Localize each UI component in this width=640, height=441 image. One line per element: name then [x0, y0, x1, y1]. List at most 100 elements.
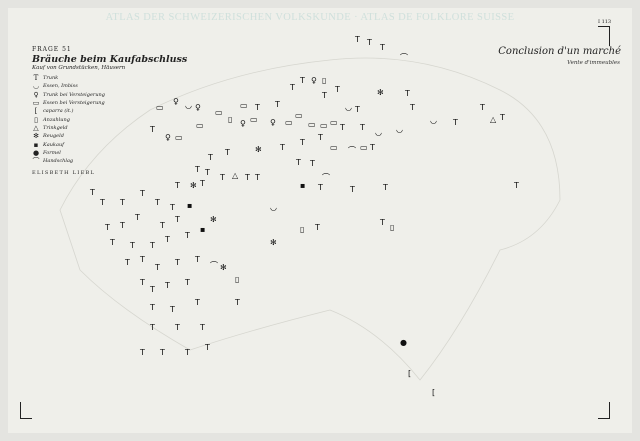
- map-marker-arch-icon: ⌒: [348, 146, 356, 155]
- map-marker-open-rectangle-icon: ▭: [320, 121, 328, 130]
- map-marker-goblet-icon: T: [139, 278, 145, 287]
- map-marker-bowl-icon: ◡: [430, 116, 437, 125]
- map-marker-goblet-icon: T: [199, 323, 205, 332]
- map-marker-open-rectangle-icon: ▭: [156, 103, 164, 112]
- map-marker-goblet-icon: T: [194, 255, 200, 264]
- map-marker-goblet-icon: T: [174, 258, 180, 267]
- map-marker-goblet-icon: T: [159, 348, 165, 357]
- map-marker-open-goblet-icon: ♀: [173, 97, 179, 106]
- map-marker-bracket-icon: [: [408, 369, 411, 378]
- map-marker-open-rectangle-icon: ▭: [196, 121, 204, 130]
- map-marker-goblet-icon: T: [279, 143, 285, 152]
- map-marker-open-rectangle-icon: ▭: [360, 143, 368, 152]
- map-marker-goblet-icon: T: [199, 179, 205, 188]
- map-subtitle-german: Kauf von Grundstücken, Häusern: [32, 65, 126, 71]
- map-marker-goblet-icon: T: [184, 348, 190, 357]
- map-marker-goblet-icon: T: [317, 183, 323, 192]
- map-marker-square-dot-icon: ▪: [200, 225, 205, 234]
- legend-item: ✻ Reugeld: [32, 132, 187, 140]
- country-border: [59, 57, 561, 381]
- map-marker-arch-icon: ⌒: [322, 173, 330, 182]
- map-title-french: Conclusion d'un marché: [498, 46, 621, 57]
- map-marker-open-rectangle-icon: ▭: [215, 108, 223, 117]
- legend-item: ▪ Kaukauf: [32, 140, 187, 149]
- corner-mark: [598, 26, 610, 27]
- map-marker-arch-icon: ⌒: [400, 53, 408, 62]
- map-marker-goblet-icon: T: [299, 138, 305, 147]
- legend-item: ◡ Essen, Imbiss: [32, 82, 187, 90]
- square-dot-icon: ▪: [33, 140, 39, 149]
- asterisk-icon: ✻: [33, 132, 39, 141]
- map-marker-goblet-icon: T: [174, 323, 180, 332]
- map-marker-goblet-icon: T: [321, 91, 327, 100]
- map-marker-goblet-icon: T: [129, 241, 135, 250]
- map-marker-goblet-icon: T: [149, 125, 155, 134]
- map-marker-goblet-icon: T: [513, 181, 519, 190]
- legend-label: Trinkgeld: [43, 124, 68, 131]
- map-marker-goblet-icon: T: [244, 173, 250, 182]
- map-subtitle-french: Vente d'immeubles: [567, 60, 620, 66]
- legend-label: Trunk bei Versteigerung: [43, 91, 105, 98]
- map-marker-goblet-icon: T: [317, 133, 323, 142]
- map-marker-goblet-icon: T: [204, 168, 210, 177]
- map-marker-open-rectangle-icon: ▭: [330, 143, 338, 152]
- map-marker-double-rectangle-icon: ▯: [228, 115, 232, 124]
- double-rectangle-icon: ▯: [34, 115, 38, 124]
- map-marker-asterisk-icon: ✻: [255, 145, 262, 154]
- legend-item: ▯ Anzahlung: [32, 115, 187, 124]
- map-marker-goblet-icon: T: [89, 188, 95, 197]
- map-marker-open-goblet-icon: ♀: [165, 133, 171, 142]
- open-rectangle-icon: ▭: [32, 99, 40, 108]
- map-marker-goblet-icon: T: [409, 103, 415, 112]
- legend-item: ▭ Essen bei Versteigerung: [32, 99, 187, 107]
- legend-item: ⌒ Handschlag: [32, 157, 187, 165]
- map-marker-goblet-icon: T: [289, 83, 295, 92]
- map-marker-goblet-icon: T: [204, 343, 210, 352]
- goblet-icon: T: [33, 74, 39, 83]
- legend-label: Reugeld: [43, 133, 64, 140]
- legend-item: T Trunk: [32, 74, 187, 82]
- map-marker-asterisk-icon: ✻: [270, 238, 277, 247]
- corner-mark: [20, 418, 32, 419]
- map-marker-open-rectangle-icon: ▭: [295, 111, 303, 120]
- map-marker-goblet-icon: T: [382, 183, 388, 192]
- map-marker-goblet-icon: T: [295, 158, 301, 167]
- legend-label: Essen bei Versteigerung: [43, 100, 105, 107]
- corner-mark: [598, 418, 610, 419]
- map-title-german: Bräuche beim Kaufabschluss: [32, 54, 188, 65]
- map-marker-goblet-icon: T: [154, 198, 160, 207]
- map-marker-goblet-icon: T: [124, 258, 130, 267]
- legend-label: Kaukauf: [43, 141, 65, 148]
- map-marker-goblet-icon: T: [219, 173, 225, 182]
- map-marker-bowl-icon: ◡: [270, 203, 277, 212]
- map-marker-goblet-icon: T: [149, 323, 155, 332]
- map-marker-bowl-icon: ◡: [345, 103, 352, 112]
- map-marker-goblet-icon: T: [174, 215, 180, 224]
- map-marker-open-rectangle-icon: ▭: [175, 133, 183, 142]
- map-marker-goblet-icon: T: [207, 153, 213, 162]
- page-number: I 113: [598, 19, 612, 25]
- map-marker-goblet-icon: T: [479, 103, 485, 112]
- map-marker-goblet-icon: T: [139, 189, 145, 198]
- map-marker-goblet-icon: T: [299, 76, 305, 85]
- map-marker-open-rectangle-icon: ▭: [285, 118, 293, 127]
- map-marker-goblet-icon: T: [159, 221, 165, 230]
- map-marker-asterisk-icon: ✻: [220, 263, 227, 272]
- map-marker-goblet-icon: T: [134, 213, 140, 222]
- map-marker-goblet-icon: T: [369, 143, 375, 152]
- open-goblet-icon: ♀: [33, 90, 39, 99]
- legend-item: ♀ Trunk bei Versteigerung: [32, 91, 187, 99]
- map-marker-goblet-icon: T: [104, 223, 110, 232]
- map-marker-goblet-icon: T: [154, 263, 160, 272]
- map-marker-goblet-icon: T: [254, 173, 260, 182]
- legend-label: Anzahlung: [43, 116, 70, 123]
- map-marker-double-rectangle-icon: ▯: [300, 225, 304, 234]
- map-marker-triangle-icon: △: [232, 171, 239, 180]
- map-marker-bowl-icon: ◡: [396, 125, 403, 134]
- map-marker-goblet-icon: T: [354, 105, 360, 114]
- legend-item: [caparra (it.): [32, 107, 187, 115]
- corner-mark: [20, 402, 21, 418]
- map-marker-goblet-icon: T: [334, 85, 340, 94]
- map-marker-double-rectangle-icon: ▯: [390, 223, 394, 232]
- map-marker-goblet-icon: T: [139, 255, 145, 264]
